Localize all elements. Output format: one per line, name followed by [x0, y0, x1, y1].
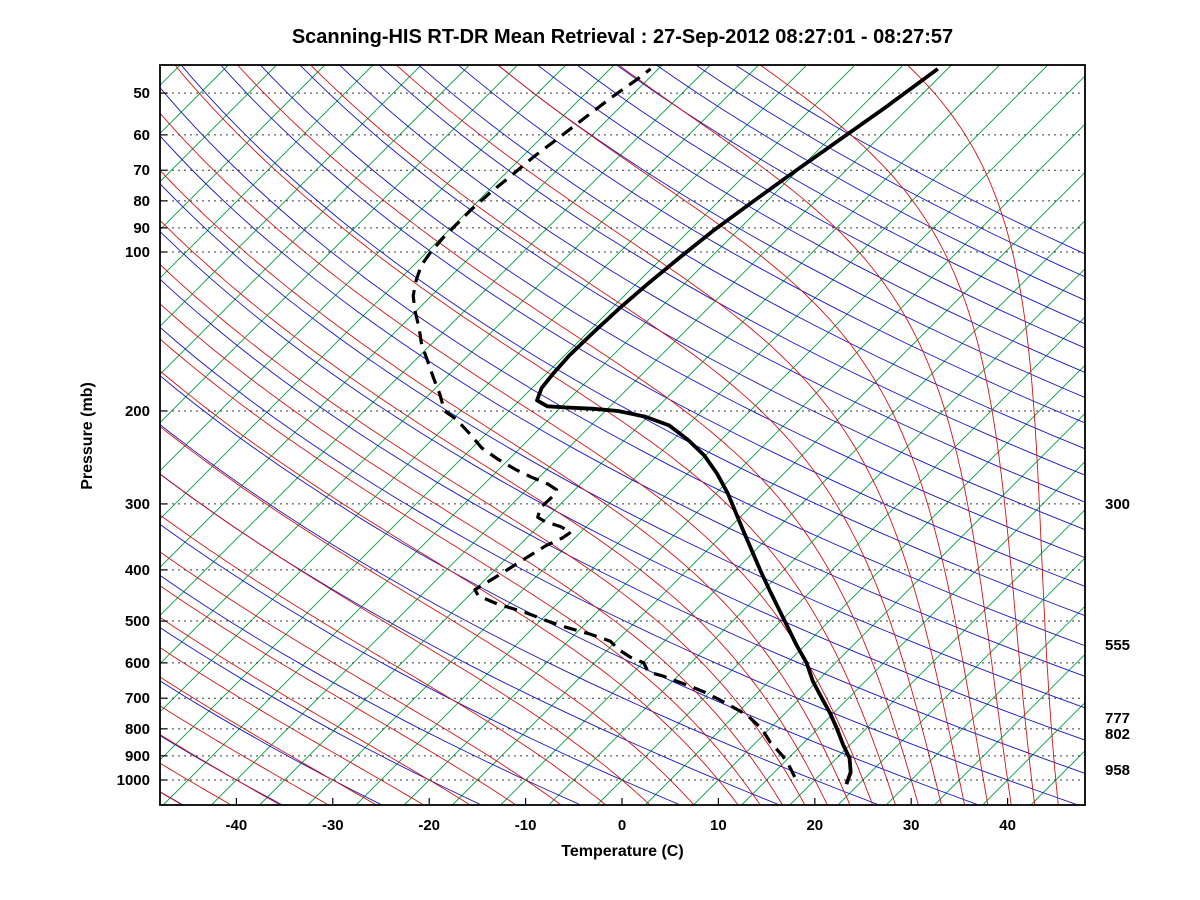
level-label: 958	[1105, 762, 1130, 779]
y-tick-label: 900	[125, 748, 150, 765]
y-tick-label: 300	[125, 496, 150, 513]
y-tick-label: 100	[125, 244, 150, 261]
level-label: 777	[1105, 710, 1130, 727]
y-tick-label: 80	[133, 193, 150, 210]
y-tick-label: 60	[133, 127, 150, 144]
x-tick-label: 10	[710, 817, 727, 834]
plot-area	[160, 65, 1085, 805]
y-tick-label: 50	[133, 85, 150, 102]
x-tick-label: 20	[806, 817, 823, 834]
level-label: 802	[1105, 726, 1130, 743]
y-tick-label: 600	[125, 655, 150, 672]
y-axis-title: Pressure (mb)	[79, 382, 96, 490]
y-tick-label: 90	[133, 220, 150, 237]
x-tick-label: -20	[418, 817, 440, 834]
level-label: 555	[1105, 637, 1130, 654]
x-tick-label: 40	[999, 817, 1016, 834]
y-tick-label: 700	[125, 690, 150, 707]
x-tick-label: -30	[322, 817, 344, 834]
x-tick-label: 0	[618, 817, 626, 834]
y-tick-label: 70	[133, 162, 150, 179]
isobar-lines	[160, 92, 1085, 781]
y-axis-tick-labels: 50 60 70 80 90 100 200 300 400 500 600 700 800 900 100…	[117, 85, 167, 789]
y-tick-label: 200	[125, 403, 150, 420]
x-tick-label: -40	[226, 817, 248, 834]
y-tick-label: 500	[125, 613, 150, 630]
isotherm-lines	[160, 65, 1085, 805]
y-tick-label: 1000	[117, 772, 150, 789]
dry-adiabat-lines	[160, 65, 1085, 805]
moist-adiabat-lines	[160, 65, 1059, 805]
y-tick-label: 400	[125, 562, 150, 579]
dewpoint-curve	[411, 67, 797, 778]
temperature-curve	[535, 67, 939, 785]
level-label: 300	[1105, 496, 1130, 513]
x-axis-tick-labels: -40 -30 -20 -10 0 10 20 30 40	[226, 798, 1016, 834]
x-tick-label: 30	[903, 817, 920, 834]
x-axis-title: Temperature (C)	[561, 843, 684, 860]
x-tick-label: -10	[515, 817, 537, 834]
chart-title: Scanning-HIS RT-DR Mean Retrieval : 27-S…	[291, 26, 954, 48]
y-tick-label: 800	[125, 721, 150, 738]
